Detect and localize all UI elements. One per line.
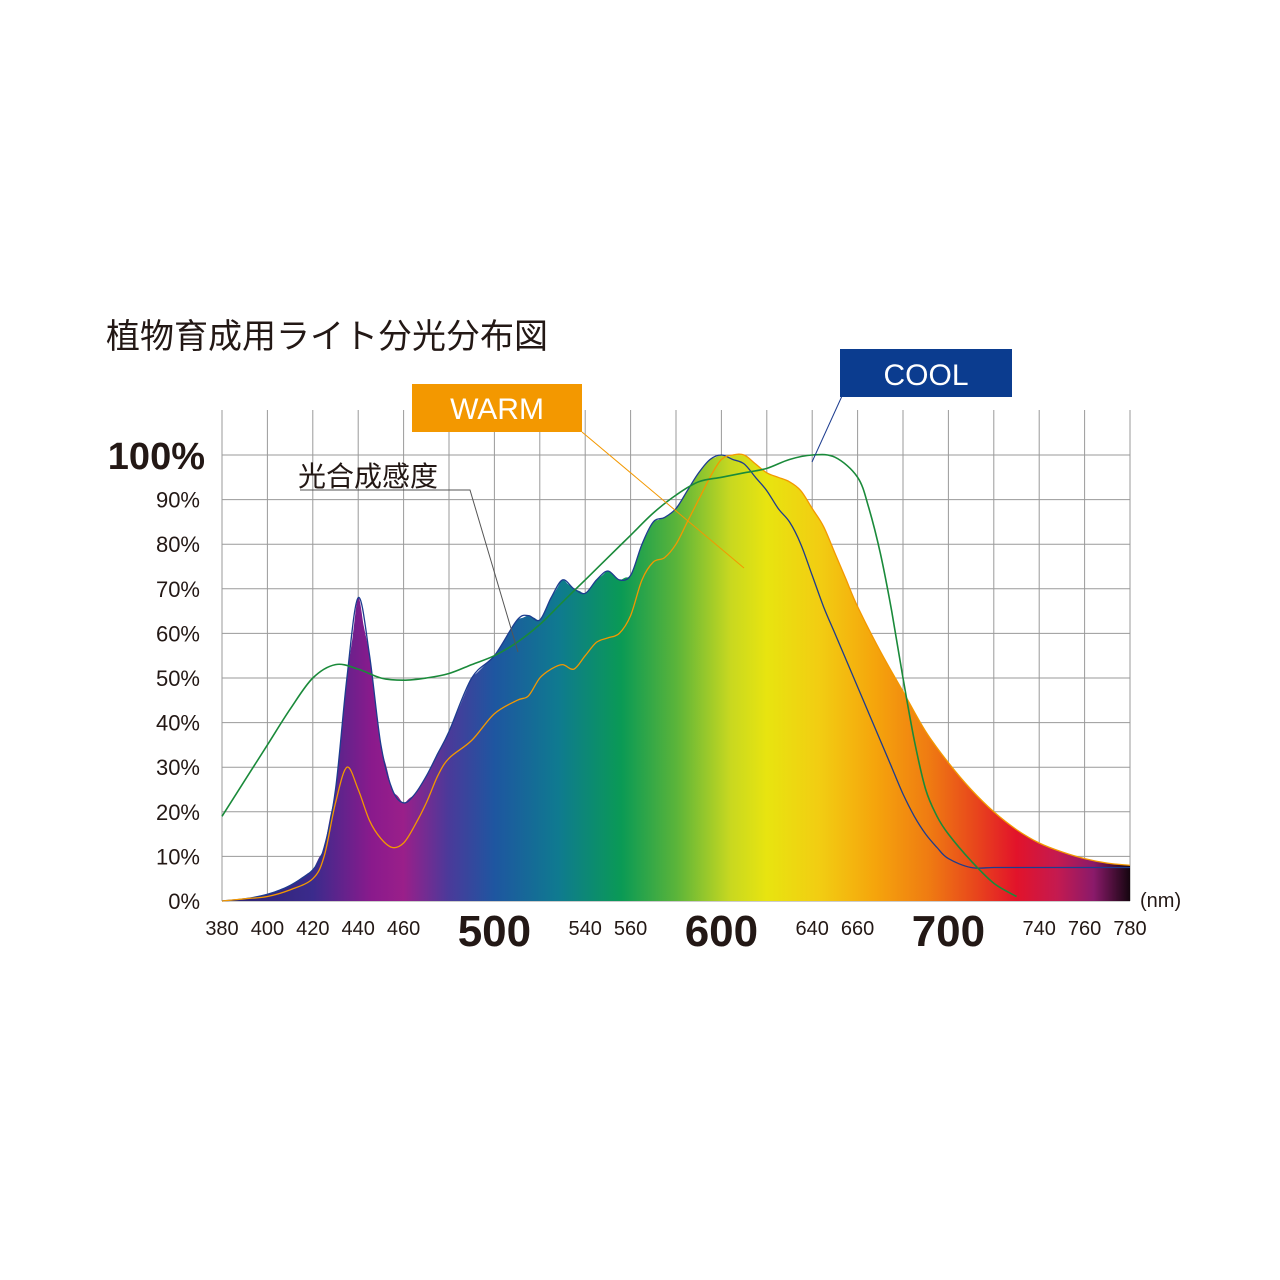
warm-legend-box [412, 384, 582, 432]
spectrum-area [222, 454, 1130, 901]
photo-leader-line [300, 489, 519, 653]
cool-legend-label: COOL [883, 359, 968, 392]
x-tick-label: 380 [205, 918, 238, 940]
y-tick-label: 80% [156, 532, 200, 557]
y-tick-label: 40% [156, 711, 200, 736]
x-axis-ticks: 380 400 420 440 460 500 540 560 600 640 660 700 740 7… [205, 907, 1146, 956]
x-tick-label: 740 [1023, 918, 1056, 940]
x-tick-label: 420 [296, 918, 329, 940]
x-tick-label: 440 [342, 918, 375, 940]
warm-leader-line [581, 431, 745, 569]
x-tick-label: 540 [569, 918, 602, 940]
x-tick-label: 560 [614, 918, 647, 940]
x-tick-label: 500 [458, 907, 531, 956]
x-tick-label: 600 [685, 907, 758, 956]
photosynthesis-label: 光合成感度 [298, 460, 438, 493]
y-tick-label: 30% [156, 755, 200, 780]
x-tick-label: 700 [912, 907, 985, 956]
y-tick-label: 90% [156, 488, 200, 513]
cool-legend-box [840, 349, 1012, 397]
x-tick-label: 660 [841, 918, 874, 940]
x-tick-label: 400 [251, 918, 284, 940]
warm-legend: WARM [412, 384, 582, 432]
y-tick-label: 10% [156, 844, 200, 869]
y-tick-label: 50% [156, 666, 200, 691]
y-tick-label: 70% [156, 577, 200, 602]
cool-legend: COOL [840, 349, 1012, 397]
y-tick-label: 100% [108, 436, 205, 478]
y-axis-ticks: 0% 10% 20% 30% 40% 50% 60% 70% 80% 90% 100% [108, 436, 205, 914]
y-tick-label: 0% [168, 889, 200, 914]
x-axis-unit: (nm) [1140, 890, 1181, 912]
x-tick-label: 760 [1068, 918, 1101, 940]
y-tick-label: 60% [156, 621, 200, 646]
x-tick-label: 640 [796, 918, 829, 940]
x-tick-label: 780 [1113, 918, 1146, 940]
y-tick-label: 20% [156, 800, 200, 825]
warm-series-line [221, 453, 1131, 902]
cool-series-line [221, 454, 1130, 902]
warm-legend-label: WARM [450, 393, 544, 426]
cool-leader-line [811, 395, 843, 463]
chart-title: 植物育成用ライト分光分布図 [106, 317, 548, 357]
x-tick-label: 460 [387, 918, 420, 940]
